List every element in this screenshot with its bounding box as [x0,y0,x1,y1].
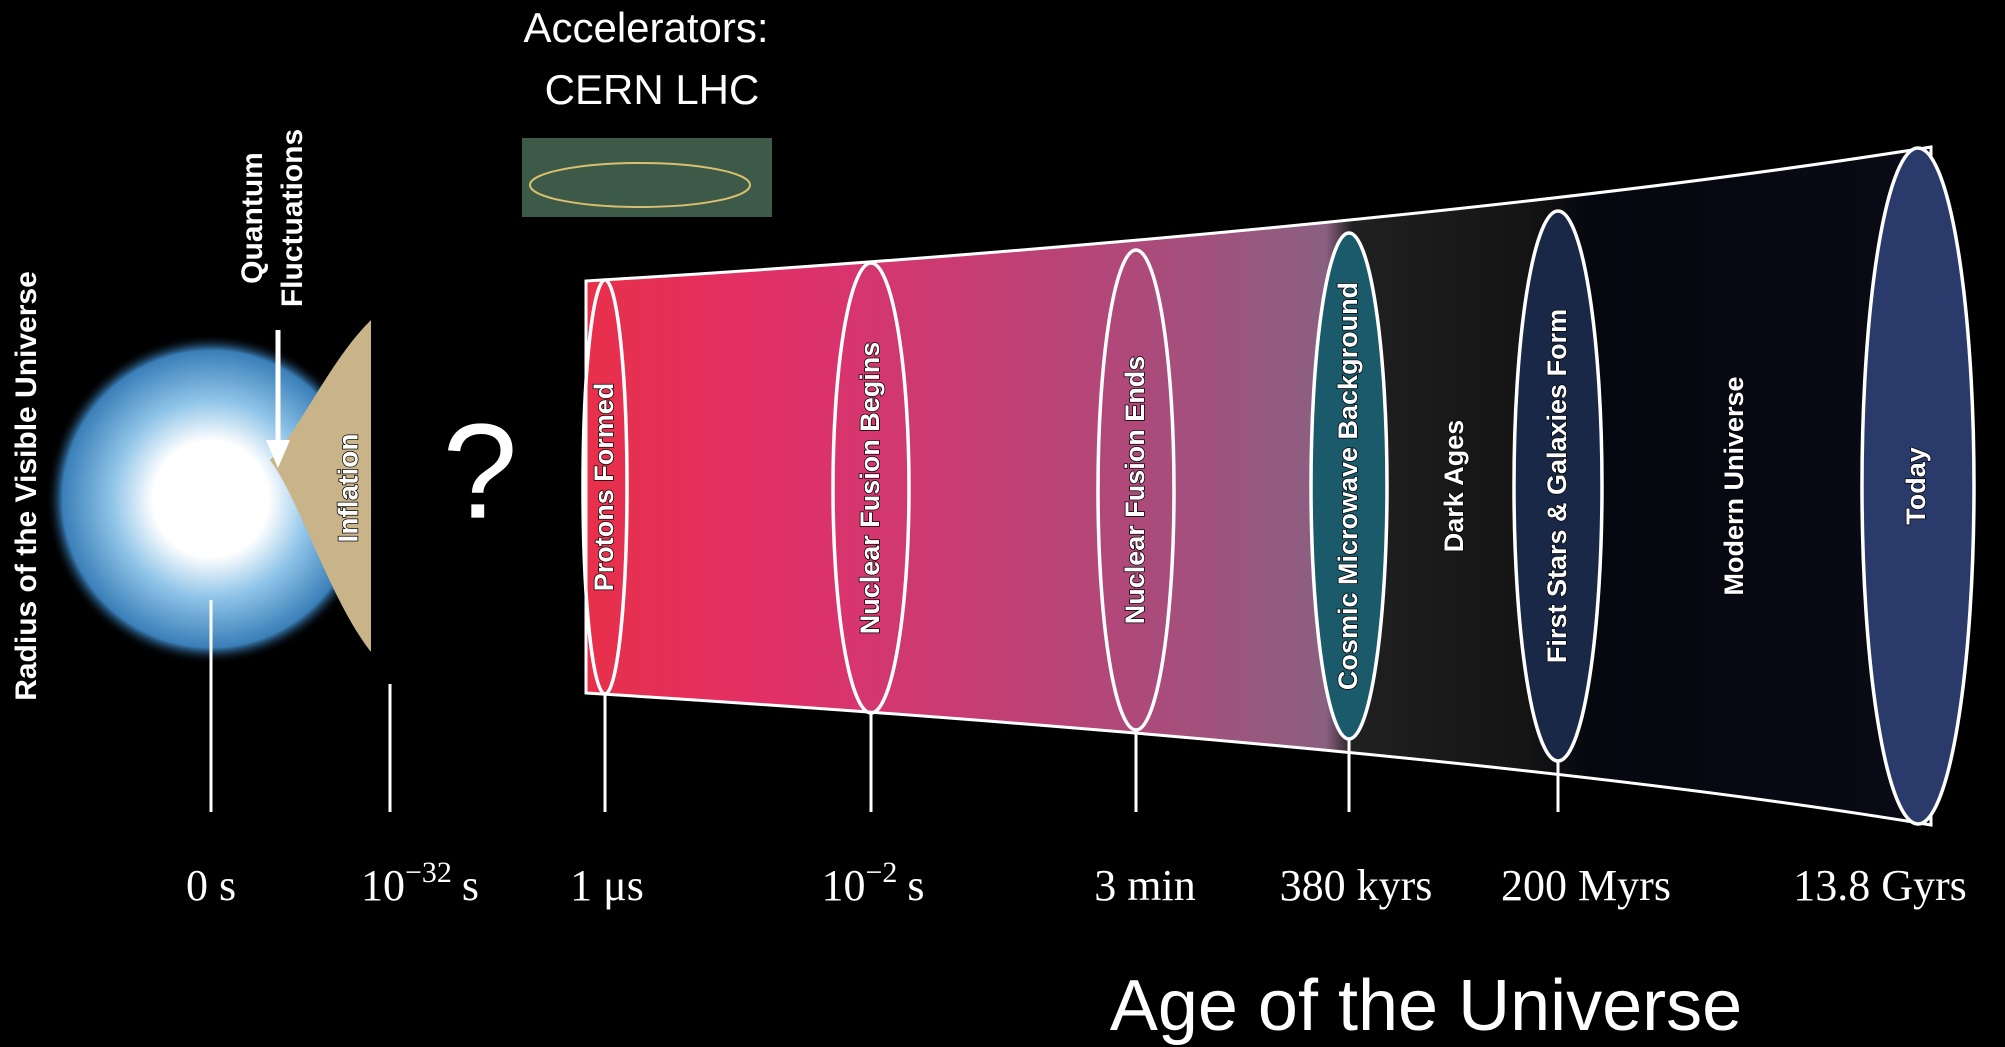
unit: s [907,861,924,910]
time-label: 1 μs [570,861,644,910]
base: 10 [821,861,865,910]
annotation: Quantum [236,152,269,284]
epoch-label: Cosmic Microwave Background [1333,282,1363,690]
time-label: 380 kyrs [1280,861,1433,910]
epoch-label: Modern Universe [1719,376,1749,595]
radius-axis: Radius of the Visible Universe [10,271,43,701]
exponent: −32 [405,856,452,889]
time-label: 200 Myrs [1501,861,1671,910]
epoch-label: Nuclear Fusion Ends [1120,356,1150,625]
time-label: 0 s [186,861,236,910]
epoch-label: First Stars & Galaxies Form [1542,309,1572,663]
inflation-label: Inflation [332,434,363,543]
unit: s [462,861,479,910]
accelerators: Accelerators: [523,4,768,51]
epoch-label: Dark Ages [1439,420,1469,553]
time-label: 3 min [1094,861,1195,910]
epoch-label: Protons Formed [589,383,619,592]
accelerators: CERN LHC [545,66,760,113]
time-label: 13.8 Gyrs [1793,861,1967,910]
diagram: Radius of the Visible Universe Inflation… [0,0,2005,1047]
unknown: ? [442,396,517,547]
x-axis-label: Age of the Universe [1110,966,1742,1046]
exponent: −2 [865,856,897,889]
lhc-photo [522,138,772,217]
annotation: Fluctuations [276,129,309,307]
base: 10 [361,861,405,910]
time-label: 10−32 s [361,856,479,910]
y-axis-label: Radius of the Visible Universe [10,271,43,701]
epoch-label: Nuclear Fusion Begins [855,342,885,635]
quantum-fluctuations: Quantum Fluctuations [236,129,309,307]
epoch-label: Today [1901,447,1931,525]
time-label: 10−2 s [821,856,924,910]
